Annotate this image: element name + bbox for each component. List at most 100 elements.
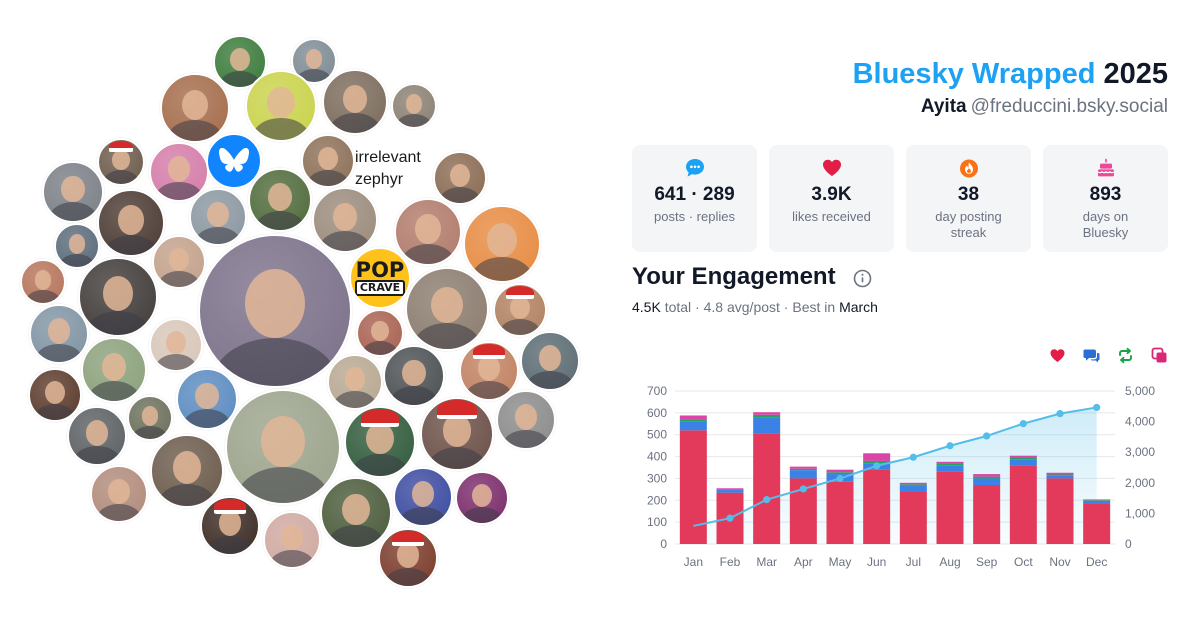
brand-title: Bluesky Wrapped 2025: [853, 58, 1168, 91]
avatar[interactable]: [391, 83, 437, 129]
y2-tick-label: 4,000: [1125, 415, 1155, 429]
avatar[interactable]: [356, 309, 404, 357]
avatar[interactable]: [263, 511, 321, 569]
bar-segment: [753, 412, 781, 415]
avatar[interactable]: [225, 389, 341, 505]
stats-row: 641 · 289 posts · replies 3.9K likes rec…: [632, 145, 1168, 252]
avatar[interactable]: [78, 257, 158, 337]
avatar[interactable]: [29, 304, 89, 364]
avatar[interactable]: [176, 368, 238, 430]
bar-segment: [679, 415, 707, 420]
legend-reposts[interactable]: [1117, 347, 1134, 364]
bar-series: [679, 412, 1111, 544]
y-tick-label: 600: [647, 406, 667, 420]
avatar[interactable]: [20, 259, 66, 305]
avatar[interactable]: [459, 341, 519, 401]
avatar[interactable]: [344, 406, 416, 478]
stat-value: 38: [957, 184, 980, 205]
avatar[interactable]: [394, 198, 462, 266]
stat-value: 641 · 289: [654, 184, 735, 205]
avatar[interactable]: [189, 188, 247, 246]
avatar[interactable]: [149, 318, 203, 372]
avatar[interactable]: [42, 161, 104, 223]
legend-replies[interactable]: [1083, 347, 1100, 364]
avatar[interactable]: [213, 35, 267, 89]
y-tick-label: 0: [660, 537, 667, 551]
logo-text-crave: CRAVE: [354, 280, 406, 296]
avatar[interactable]: [420, 397, 494, 471]
legend-quotes[interactable]: [1151, 347, 1168, 364]
avatar[interactable]: [200, 496, 260, 556]
bar-segment: [753, 417, 781, 434]
avatar[interactable]: [520, 331, 580, 391]
stat-label: days on Bluesky: [1082, 209, 1129, 240]
y-tick-label: 300: [647, 471, 667, 485]
y2-tick-label: 2,000: [1125, 476, 1155, 490]
avatar[interactable]: [312, 187, 378, 253]
y2-tick-label: 3,000: [1125, 445, 1155, 459]
chat-bubble-icon: [685, 159, 704, 177]
avatar-pop-crave[interactable]: POP CRAVE: [349, 247, 411, 309]
avatar[interactable]: [67, 406, 127, 466]
avatar[interactable]: [493, 283, 547, 337]
engagement-title: Your Engagement: [632, 263, 836, 290]
x-tick-label: Oct: [1014, 555, 1033, 569]
avatar[interactable]: [150, 434, 224, 508]
x-tick-label: Jul: [906, 555, 921, 569]
avatar[interactable]: [463, 205, 541, 283]
avatar[interactable]: [28, 368, 82, 422]
x-tick-label: Sep: [976, 555, 998, 569]
cumulative-point: [946, 442, 954, 450]
heart-icon: [822, 159, 841, 176]
legend-likes[interactable]: [1049, 347, 1066, 364]
avatar[interactable]: [327, 354, 383, 410]
avatar[interactable]: [127, 395, 173, 441]
stat-card-posts: 641 · 289 posts · replies: [632, 145, 757, 252]
bar-segment: [863, 469, 891, 544]
avatar[interactable]: [97, 138, 145, 186]
avatar[interactable]: [54, 223, 100, 269]
axis-ticks: 0 100 200 300 400 500 600 700 0 1,000 2,000 3,000 4,…: [647, 384, 1155, 569]
bar-segment: [863, 453, 891, 461]
avatar-bluesky[interactable]: [206, 133, 262, 189]
bar-segment: [1083, 500, 1111, 501]
avatar[interactable]: [455, 471, 509, 525]
avatar[interactable]: [245, 70, 317, 142]
avatar[interactable]: [152, 235, 206, 289]
bar-segment: [679, 421, 707, 431]
avatar[interactable]: [405, 267, 489, 351]
avatar[interactable]: [496, 390, 556, 450]
y2-tick-label: 5,000: [1125, 384, 1155, 398]
avatar[interactable]: [378, 528, 438, 588]
avatar[interactable]: [90, 465, 148, 523]
avatar[interactable]: [322, 69, 388, 135]
bar-segment: [789, 466, 817, 469]
x-tick-label: Feb: [720, 555, 741, 569]
info-icon[interactable]: [853, 269, 872, 288]
avatar[interactable]: [248, 168, 312, 232]
avatar[interactable]: [301, 134, 355, 188]
avatar[interactable]: [383, 345, 445, 407]
avatar[interactable]: [393, 467, 453, 527]
cumulative-point: [1093, 403, 1101, 412]
avatar[interactable]: [81, 337, 147, 403]
avatar[interactable]: [149, 142, 209, 202]
avatar[interactable]: [320, 477, 392, 549]
avatar[interactable]: [433, 151, 487, 205]
bar-segment: [716, 488, 744, 490]
y-tick-label: 100: [647, 515, 667, 529]
cumulative-point: [836, 474, 844, 483]
bar-segment: [936, 465, 964, 472]
butterfly-icon: [219, 148, 249, 172]
bar-segment: [826, 469, 854, 473]
bar-segment: [753, 414, 781, 418]
stat-label: posts · replies: [654, 209, 735, 224]
avatar[interactable]: [160, 73, 230, 143]
brand-name: Bluesky Wrapped: [852, 58, 1096, 90]
avatar[interactable]: [97, 189, 165, 257]
engagement-average: 4.8 avg/post: [703, 299, 780, 315]
y-tick-label: 700: [647, 384, 667, 398]
cumulative-point: [873, 462, 881, 470]
bar-segment: [1083, 500, 1111, 504]
avatar[interactable]: [198, 234, 352, 388]
